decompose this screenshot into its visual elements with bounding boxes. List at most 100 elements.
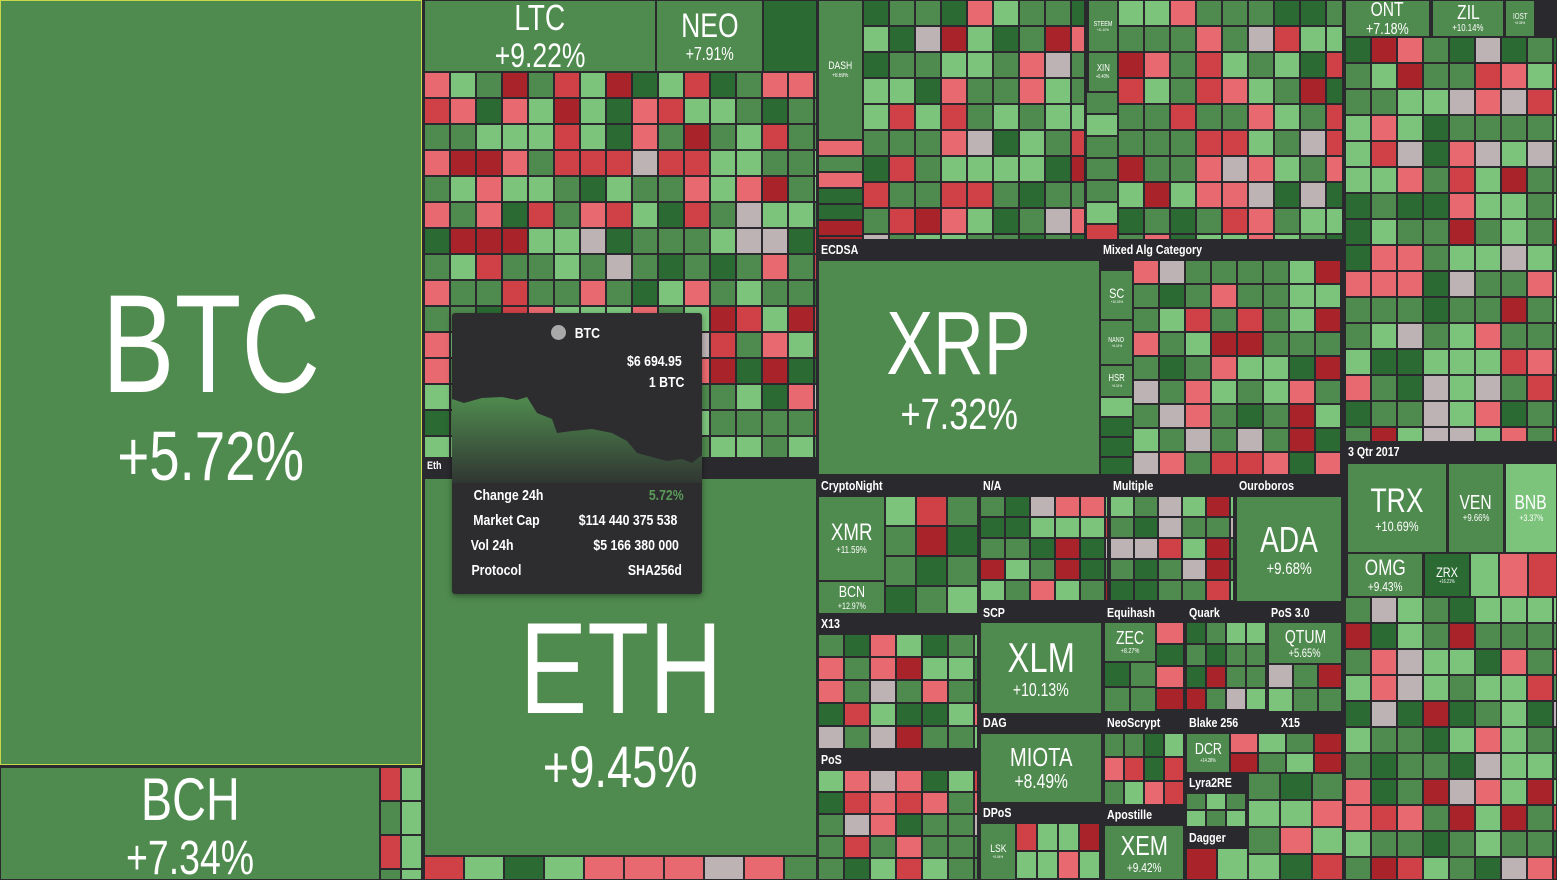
coin-tile[interactable] xyxy=(380,835,401,869)
coin-tile[interactable] xyxy=(1158,601,1182,603)
coin-tile[interactable] xyxy=(684,150,710,176)
coin-tile[interactable] xyxy=(948,792,974,814)
coin-tile[interactable] xyxy=(941,0,967,26)
coin-tile[interactable] xyxy=(814,306,817,332)
coin-tile[interactable] xyxy=(1280,854,1312,880)
coin-tile[interactable] xyxy=(1185,452,1211,475)
coin-tile[interactable] xyxy=(1222,182,1248,208)
coin-tile[interactable] xyxy=(1226,644,1246,666)
coin-tile[interactable] xyxy=(1100,851,1102,879)
coin-tile[interactable] xyxy=(1345,115,1371,141)
coin-tile[interactable] xyxy=(1030,559,1055,580)
coin-tile[interactable] xyxy=(1071,182,1085,208)
coin-tile[interactable] xyxy=(1300,104,1326,130)
coin-tile-ltc[interactable]: LTC +9.22% xyxy=(424,0,656,72)
coin-tile[interactable] xyxy=(1326,208,1343,234)
coin-tile[interactable] xyxy=(922,858,948,880)
coin-tile[interactable] xyxy=(762,124,788,150)
coin-tile[interactable] xyxy=(1071,156,1085,182)
coin-tile[interactable] xyxy=(1118,78,1144,104)
coin-tile[interactable] xyxy=(915,78,941,104)
coin-tile[interactable] xyxy=(1237,332,1263,356)
coin-tile[interactable] xyxy=(762,72,788,98)
coin-tile[interactable] xyxy=(967,26,993,52)
coin-tile[interactable] xyxy=(993,156,1019,182)
coin-tile[interactable] xyxy=(915,130,941,156)
coin-tile[interactable] xyxy=(1246,644,1266,666)
coin-tile[interactable] xyxy=(632,228,658,254)
coin-tile[interactable] xyxy=(863,208,889,234)
coin-tile[interactable] xyxy=(814,228,817,254)
coin-tile[interactable] xyxy=(1170,52,1196,78)
coin-tile-bch[interactable]: BCH +7.34% xyxy=(0,767,380,880)
coin-tile[interactable] xyxy=(915,0,941,26)
coin-tile[interactable] xyxy=(1263,404,1289,428)
coin-tile[interactable] xyxy=(1045,234,1071,240)
coin-tile[interactable] xyxy=(1553,323,1557,349)
coin-tile[interactable] xyxy=(554,280,580,306)
coin-tile[interactable] xyxy=(1397,323,1423,349)
coin-tile[interactable] xyxy=(1222,208,1248,234)
coin-tile[interactable] xyxy=(1423,427,1449,442)
coin-tile[interactable] xyxy=(1144,156,1170,182)
coin-tile[interactable] xyxy=(1211,284,1237,308)
coin-tile[interactable] xyxy=(1300,78,1326,104)
coin-tile[interactable] xyxy=(1110,559,1134,580)
coin-tile[interactable] xyxy=(1206,644,1226,666)
coin-tile[interactable] xyxy=(1211,380,1237,404)
coin-tile[interactable] xyxy=(1058,823,1079,851)
coin-tile[interactable] xyxy=(1371,63,1397,89)
coin-tile[interactable] xyxy=(1475,727,1501,753)
coin-tile[interactable] xyxy=(1326,156,1343,182)
coin-tile[interactable] xyxy=(1274,156,1300,182)
coin-tile[interactable] xyxy=(818,204,863,220)
coin-tile[interactable] xyxy=(504,856,544,880)
coin-tile[interactable] xyxy=(974,836,978,858)
coin-tile[interactable] xyxy=(1527,89,1553,115)
coin-tile[interactable] xyxy=(684,202,710,228)
coin-tile[interactable] xyxy=(1110,517,1134,538)
coin-tile[interactable] xyxy=(1030,601,1055,603)
coin-tile[interactable] xyxy=(1315,356,1341,380)
coin-tile[interactable] xyxy=(1341,284,1343,308)
coin-tile[interactable] xyxy=(1449,245,1475,271)
coin-tile[interactable] xyxy=(1133,452,1159,475)
coin-tile[interactable] xyxy=(736,358,762,384)
coin-tile[interactable] xyxy=(1230,580,1234,601)
coin-tile[interactable] xyxy=(1345,597,1371,623)
coin-tile[interactable] xyxy=(1300,208,1326,234)
coin-tile[interactable] xyxy=(1397,649,1423,675)
coin-tile[interactable] xyxy=(1080,580,1105,601)
coin-tile[interactable] xyxy=(424,306,450,332)
coin-tile[interactable] xyxy=(1230,753,1258,773)
coin-tile[interactable] xyxy=(863,156,889,182)
coin-tile[interactable] xyxy=(736,176,762,202)
coin-tile-ont[interactable]: ONT +7.18% xyxy=(1345,0,1430,37)
coin-tile[interactable] xyxy=(1144,182,1170,208)
coin-tile[interactable] xyxy=(580,280,606,306)
coin-tile[interactable] xyxy=(1237,260,1263,284)
coin-tile[interactable] xyxy=(1222,234,1248,240)
coin-tile[interactable] xyxy=(948,836,974,858)
coin-tile[interactable] xyxy=(736,150,762,176)
coin-tile[interactable] xyxy=(948,634,974,657)
coin-tile[interactable] xyxy=(1553,623,1557,649)
coin-tile[interactable] xyxy=(814,410,817,436)
coin-tile[interactable] xyxy=(1553,375,1557,401)
coin-tile[interactable] xyxy=(1449,89,1475,115)
coin-tile[interactable] xyxy=(580,202,606,228)
coin-tile[interactable] xyxy=(1475,271,1501,297)
coin-tile[interactable] xyxy=(788,72,814,98)
coin-tile[interactable] xyxy=(658,202,684,228)
coin-tile[interactable] xyxy=(1104,662,1130,687)
coin-tile[interactable] xyxy=(1397,141,1423,167)
coin-tile[interactable] xyxy=(814,124,817,150)
coin-tile[interactable] xyxy=(1371,219,1397,245)
coin-tile[interactable] xyxy=(1315,452,1341,475)
coin-tile[interactable] xyxy=(1345,349,1371,375)
coin-tile[interactable] xyxy=(1527,245,1553,271)
coin-tile-xmr[interactable]: XMR +11.59% xyxy=(818,496,885,581)
coin-tile[interactable] xyxy=(1159,452,1185,475)
coin-tile[interactable] xyxy=(1105,496,1108,517)
coin-tile[interactable] xyxy=(528,124,554,150)
